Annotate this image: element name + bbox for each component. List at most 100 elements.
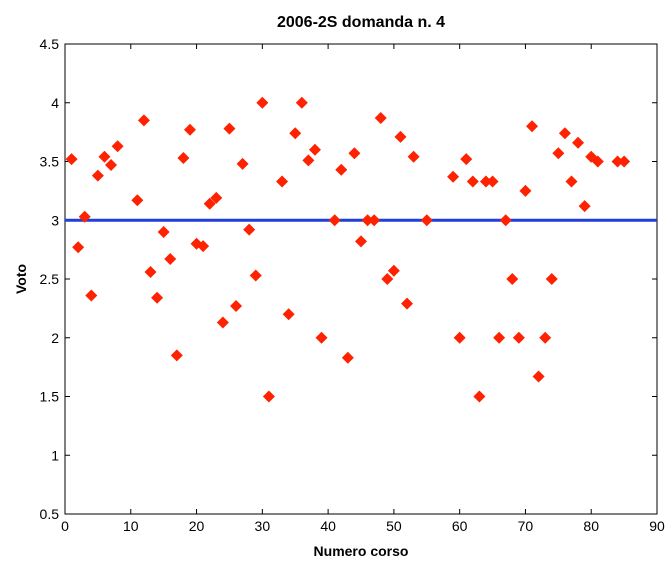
data-point — [532, 370, 545, 383]
data-points — [65, 96, 631, 403]
data-point — [506, 273, 519, 285]
data-point — [111, 140, 124, 153]
data-point — [420, 214, 433, 227]
data-point — [256, 96, 269, 109]
data-point — [512, 331, 525, 344]
data-point — [98, 150, 111, 163]
data-point — [315, 331, 328, 344]
x-tick-label: 0 — [61, 518, 69, 534]
data-point — [368, 214, 381, 227]
y-axis-title: Voto — [13, 264, 29, 294]
data-point — [618, 155, 631, 168]
data-point — [105, 159, 118, 172]
data-point — [295, 96, 308, 109]
y-tick-label: 3.5 — [40, 154, 60, 170]
y-tick-label: 2.5 — [40, 271, 60, 287]
y-tick-label: 0.5 — [40, 506, 60, 522]
data-point — [552, 147, 565, 160]
data-point — [394, 130, 407, 143]
data-point — [289, 127, 302, 140]
data-point — [151, 291, 164, 304]
data-point — [164, 253, 177, 266]
x-tick-label: 50 — [386, 518, 402, 534]
data-point — [473, 390, 486, 403]
data-point — [460, 153, 473, 166]
data-point — [499, 214, 512, 227]
y-tick-label: 4.5 — [40, 36, 60, 52]
data-point — [197, 240, 210, 253]
x-axis: 0 10 20 30 40 50 60 70 80 90 — [61, 44, 665, 534]
y-tick-label: 3 — [51, 212, 59, 228]
data-point — [137, 114, 150, 127]
data-point — [144, 265, 157, 278]
data-point — [210, 191, 223, 204]
data-point — [78, 210, 91, 223]
y-tick-label: 2 — [51, 330, 59, 346]
data-point — [401, 297, 414, 310]
data-point — [236, 157, 249, 170]
data-point — [170, 349, 183, 362]
y-tick-label: 4 — [51, 95, 59, 111]
data-point — [355, 235, 367, 248]
data-point — [243, 223, 256, 236]
y-tick-label: 1.5 — [40, 389, 60, 405]
data-point — [486, 175, 499, 188]
data-point — [591, 155, 604, 168]
y-axis: 0.5 1 1.5 2 2.5 3 3.5 4 4.5 — [40, 36, 657, 522]
data-point — [203, 197, 216, 210]
data-point — [466, 175, 479, 188]
data-point — [361, 214, 374, 227]
data-point — [374, 112, 387, 125]
data-point — [611, 155, 624, 168]
data-point — [572, 136, 585, 149]
x-tick-label: 70 — [518, 518, 534, 534]
data-point — [262, 390, 275, 403]
x-axis-title: Numero corso — [314, 543, 409, 559]
data-point — [230, 300, 243, 313]
data-point — [526, 120, 539, 133]
data-point — [493, 331, 506, 344]
data-point — [335, 163, 348, 176]
data-point — [545, 273, 558, 285]
y-tick-label: 1 — [51, 447, 59, 463]
data-point — [65, 153, 78, 166]
data-point — [85, 289, 98, 302]
data-point — [387, 264, 400, 277]
chart-title: 2006-2S domanda n. 4 — [277, 14, 445, 31]
data-point — [302, 154, 315, 167]
data-point — [519, 184, 532, 197]
data-point — [308, 143, 321, 156]
x-tick-label: 40 — [320, 518, 336, 534]
data-point — [328, 214, 341, 227]
data-point — [282, 308, 295, 321]
data-point — [348, 147, 361, 160]
data-point — [157, 226, 170, 238]
data-point — [72, 241, 85, 254]
data-point — [341, 351, 354, 364]
data-point — [453, 331, 466, 344]
x-tick-label: 30 — [255, 518, 271, 534]
data-point — [565, 175, 578, 188]
data-point — [407, 150, 420, 163]
data-point — [249, 269, 262, 282]
data-point — [578, 200, 591, 213]
data-point — [381, 273, 394, 285]
data-point — [216, 316, 229, 329]
data-point — [131, 194, 144, 207]
data-point — [447, 170, 460, 183]
x-tick-label: 80 — [583, 518, 599, 534]
data-point — [183, 123, 196, 136]
data-point — [558, 127, 571, 140]
plot-area — [64, 43, 658, 515]
data-point — [177, 151, 190, 164]
data-point — [539, 331, 552, 344]
data-point — [276, 175, 289, 188]
x-tick-label: 60 — [452, 518, 468, 534]
x-tick-label: 90 — [649, 518, 665, 534]
data-point — [479, 175, 492, 188]
data-point — [223, 122, 236, 135]
data-point — [91, 169, 104, 182]
x-tick-label: 20 — [189, 518, 205, 534]
x-tick-label: 10 — [123, 518, 139, 534]
